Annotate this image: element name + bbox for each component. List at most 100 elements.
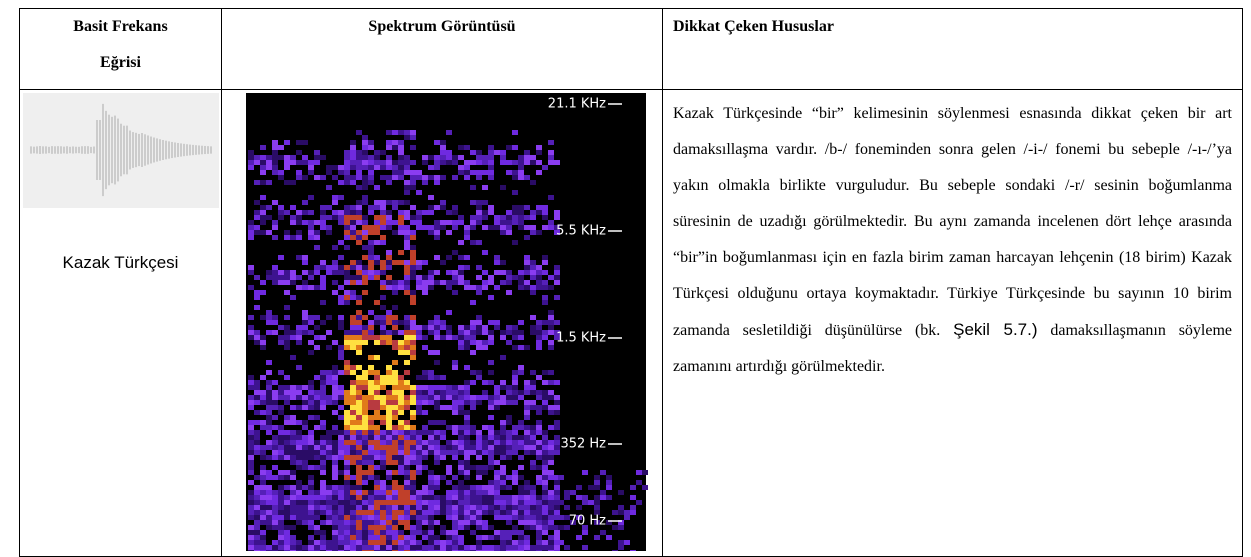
spectrogram-cell <box>320 320 326 325</box>
spectrogram-cell <box>536 465 542 470</box>
spectrogram-cell <box>254 430 260 435</box>
spectrogram-cell <box>404 265 410 270</box>
spectrogram-cell <box>362 135 368 140</box>
spectrogram-cell <box>488 175 494 180</box>
spectrogram-cell <box>524 150 530 155</box>
spectrogram-cell <box>374 510 380 515</box>
spectrogram-cell <box>386 210 392 215</box>
spectrogram-cell <box>446 505 452 510</box>
spectrogram-cell <box>404 200 410 205</box>
spectrogram-cell <box>302 445 308 450</box>
spectrogram-cell <box>500 260 506 265</box>
spectrogram-cell <box>260 445 266 450</box>
spectrogram-cell <box>380 500 386 505</box>
spectrogram-cell <box>350 370 356 375</box>
spectrogram-cell <box>630 495 636 500</box>
spectrogram-cell <box>464 410 470 415</box>
spectrogram-cell <box>416 275 422 280</box>
spectrogram-cell <box>302 455 308 460</box>
spectrogram-cell <box>272 400 278 405</box>
spectrogram-cell <box>392 260 398 265</box>
spectrogram-cell <box>356 365 362 370</box>
spectrogram-cell <box>362 230 368 235</box>
spectrogram-cell <box>542 485 548 490</box>
spectrogram-cell <box>302 175 308 180</box>
spectrogram-cell <box>332 535 338 540</box>
spectrogram-cell <box>326 270 332 275</box>
spectrogram-cell <box>296 485 302 490</box>
spectrogram-cell <box>440 455 446 460</box>
spectrogram-cell <box>248 380 254 385</box>
spectrogram-cell <box>416 550 422 551</box>
spectrogram-cell <box>350 515 356 520</box>
spectrogram-cell <box>296 140 302 145</box>
spectrogram-cell <box>278 485 284 490</box>
spectrogram-cell <box>272 435 278 440</box>
spectrogram-cell <box>392 440 398 445</box>
spectrogram-cell <box>506 145 512 150</box>
spectrogram-cell <box>446 500 452 505</box>
spectrogram-cell <box>374 375 380 380</box>
spectrogram-cell <box>278 405 284 410</box>
spectrogram-cell <box>290 550 296 551</box>
spectrogram-cell <box>524 480 530 485</box>
spectrogram-cell <box>524 280 530 285</box>
spectrogram-cell <box>470 220 476 225</box>
spectrogram-cell <box>506 230 512 235</box>
spectrogram-cell <box>530 325 536 330</box>
spectrogram-cell <box>290 270 296 275</box>
spectrogram-cell <box>362 215 368 220</box>
spectrogram-cell <box>248 550 254 551</box>
spectrogram-cell <box>290 295 296 300</box>
spectrogram-cell <box>266 320 272 325</box>
spectrogram-cell <box>434 160 440 165</box>
spectrogram-cell <box>296 395 302 400</box>
spectrogram-cell <box>272 515 278 520</box>
spectrogram-cell <box>368 550 374 551</box>
spectrogram-cell <box>500 215 506 220</box>
spectrogram-cell <box>482 390 488 395</box>
spectrogram-cell <box>332 265 338 270</box>
spectrogram-cell <box>362 245 368 250</box>
spectrogram-cell <box>512 510 518 515</box>
spectrogram-cell <box>524 425 530 430</box>
spectrogram-cell <box>594 495 600 500</box>
spectrogram-cell <box>458 520 464 525</box>
spectrogram-cell <box>314 375 320 380</box>
spectrogram-cell <box>542 465 548 470</box>
spectrogram-cell <box>500 225 506 230</box>
spectrogram-cell <box>518 345 524 350</box>
spectrogram-cell <box>564 505 570 510</box>
spectrogram-cell <box>458 450 464 455</box>
spectrogram-cell <box>356 345 362 350</box>
spectrogram-cell <box>368 385 374 390</box>
spectrogram-cell <box>272 280 278 285</box>
spectrogram-cell <box>248 545 254 550</box>
spectrogram-cell <box>542 460 548 465</box>
spectrogram-cell <box>440 500 446 505</box>
spectrogram-cell <box>404 270 410 275</box>
spectrogram-cell <box>410 470 416 475</box>
spectrogram-cell <box>542 225 548 230</box>
spectrogram-cell <box>254 400 260 405</box>
spectrogram-cell <box>362 145 368 150</box>
spectrogram-cell <box>296 540 302 545</box>
spectrogram-cell <box>548 550 554 551</box>
spectrogram-cell <box>332 290 338 295</box>
spectrogram-cell <box>524 510 530 515</box>
spectrogram-cell <box>488 210 494 215</box>
spectrogram-cell <box>452 440 458 445</box>
spectrogram-cell <box>332 200 338 205</box>
spectrogram-cell <box>488 320 494 325</box>
spectrogram-cell <box>380 210 386 215</box>
spectrogram-cell <box>410 430 416 435</box>
spectrogram-cell <box>446 440 452 445</box>
spectrogram-cell <box>344 265 350 270</box>
spectrogram-cell <box>350 460 356 465</box>
spectrogram-cell <box>356 220 362 225</box>
spectrogram-cell <box>248 335 254 340</box>
spectrogram-cell <box>398 530 404 535</box>
spectrogram-cell <box>368 325 374 330</box>
spectrogram-cell <box>380 315 386 320</box>
spectrogram-cell <box>296 455 302 460</box>
